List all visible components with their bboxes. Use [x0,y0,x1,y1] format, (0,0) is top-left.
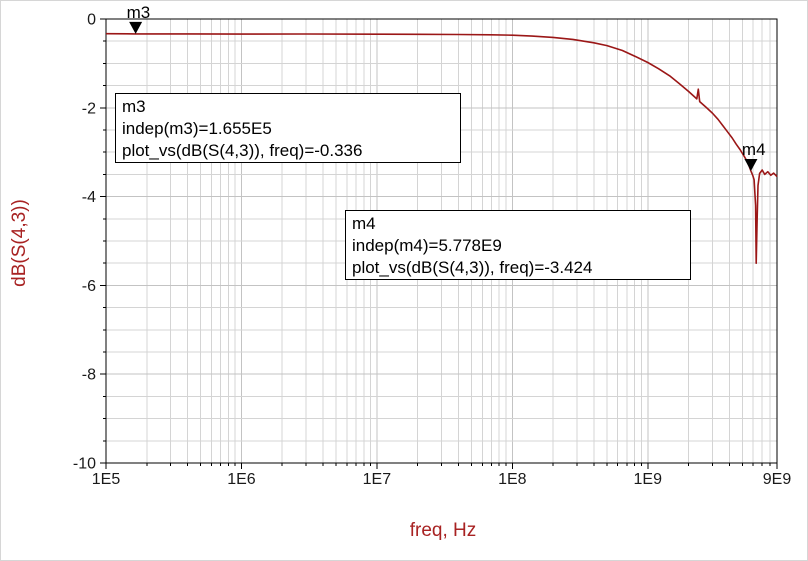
svg-text:-4: -4 [82,189,96,206]
marker-m3-label[interactable]: m3 [126,2,151,22]
y-tick-labels: 0 -2 -4 -6 -8 -10 [73,12,96,473]
svg-text:1E9: 1E9 [634,471,663,488]
svg-text:-6: -6 [82,278,96,295]
svg-text:1E7: 1E7 [363,471,392,488]
marker-m4-value: plot_vs(dB(S(4,3)), freq)=-3.424 [352,258,593,277]
svg-text:1E6: 1E6 [227,471,256,488]
svg-text:9E9: 9E9 [763,471,792,488]
marker-m4-triangle[interactable] [744,159,758,172]
svg-text:1E5: 1E5 [92,471,121,488]
svg-text:-10: -10 [73,456,96,473]
marker-m4-name: m4 [352,214,376,233]
marker-m4-indep: indep(m4)=5.778E9 [352,236,502,255]
marker-m4-label[interactable]: m4 [741,140,766,160]
svg-text:0: 0 [87,12,96,29]
marker-m3-readout[interactable]: m3 indep(m3)=1.655E5 plot_vs(dB(S(4,3)),… [115,93,461,163]
plot-border [105,18,778,464]
svg-text:1E8: 1E8 [498,471,527,488]
svg-text:-8: -8 [82,367,96,384]
x-tick-labels: 1E5 1E6 1E7 1E8 1E9 9E9 [92,471,792,488]
marker-m4-readout[interactable]: m4 indep(m4)=5.778E9 plot_vs(dB(S(4,3)),… [345,210,691,280]
marker-m3-name: m3 [122,97,146,116]
y-axis-title: dB(S(4,3)) [9,199,30,287]
marker-m3-value: plot_vs(dB(S(4,3)), freq)=-0.336 [122,141,363,160]
x-axis-title: freq, Hz [409,520,477,541]
svg-text:-2: -2 [82,100,96,117]
marker-m3-triangle[interactable] [129,21,143,34]
marker-m3-indep: indep(m3)=1.655E5 [122,119,272,138]
trace-db-s43[interactable] [105,32,778,265]
